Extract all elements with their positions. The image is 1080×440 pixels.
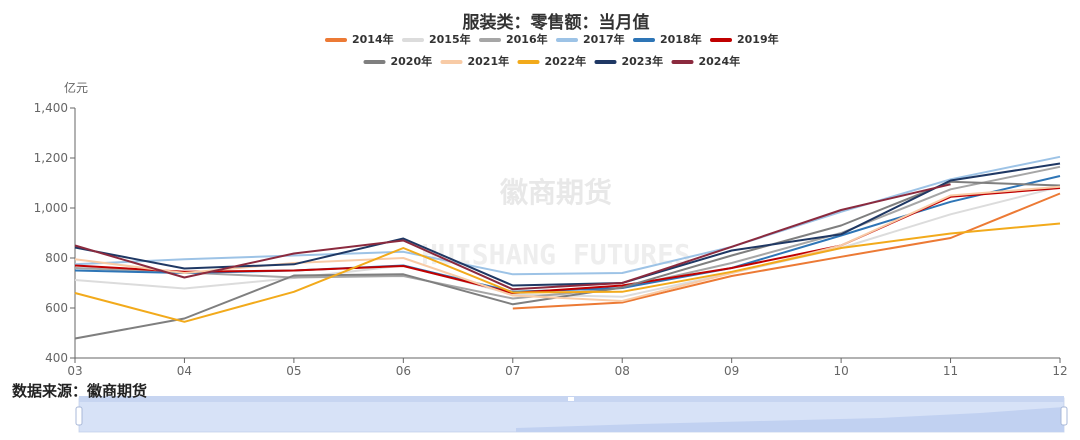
legend-swatch xyxy=(671,60,694,64)
watermark-cn: 徽商期货 xyxy=(499,176,612,209)
legend-label: 2018年 xyxy=(660,32,702,46)
series-line-2016年 xyxy=(74,165,1061,300)
series-line-2017年 xyxy=(74,155,1061,276)
x-tick-label: 03 xyxy=(67,364,82,378)
legend-item[interactable]: 2017年 xyxy=(556,32,625,46)
legend-label: 2024年 xyxy=(699,54,741,68)
legend-label: 2019年 xyxy=(737,32,779,46)
y-tick-label: 1,000 xyxy=(34,201,68,215)
zoom-top-grip xyxy=(568,397,574,401)
series-line-2022年 xyxy=(74,222,1061,323)
legend-label: 2020年 xyxy=(391,54,433,68)
series-line-2020年 xyxy=(74,180,1061,340)
x-tick-label: 10 xyxy=(833,364,848,378)
series-line-2021年 xyxy=(74,185,1061,302)
x-tick-label: 07 xyxy=(505,364,520,378)
y-tick-label: 1,200 xyxy=(34,151,68,165)
y-tick-label: 1,400 xyxy=(34,101,68,115)
y-tick-label: 800 xyxy=(45,251,68,265)
x-tick-label: 11 xyxy=(943,364,958,378)
legend-label: 2023年 xyxy=(622,54,664,68)
legend-swatch xyxy=(556,38,578,42)
y-axis-label: 亿元 xyxy=(64,80,88,95)
legend-item[interactable]: 2016年 xyxy=(479,32,548,46)
legend-label: 2022年 xyxy=(545,54,587,68)
legend-item[interactable]: 2015年 xyxy=(402,32,471,46)
series-line-2014年 xyxy=(512,192,1061,310)
watermark: 徽商期货 HUISHANG FUTURES xyxy=(421,176,691,271)
legend-item[interactable]: 2022年 xyxy=(517,54,587,68)
series-group xyxy=(74,155,1061,340)
legend-label: 2017年 xyxy=(583,32,625,46)
legend-swatch xyxy=(594,60,617,64)
legend: 2014年 2015年 2016年 2017年 2018年 2019年 2020年 2021年… xyxy=(325,32,779,68)
source-note: 数据来源：徽商期货 xyxy=(12,382,148,400)
zoom-handle-right[interactable] xyxy=(1060,406,1068,426)
legend-swatch xyxy=(363,60,386,64)
legend-swatch xyxy=(325,38,347,42)
legend-label: 2021年 xyxy=(468,54,510,68)
legend-item[interactable]: 2023年 xyxy=(594,54,664,68)
legend-swatch xyxy=(633,38,655,42)
legend-item[interactable]: 2020年 xyxy=(363,54,433,68)
legend-swatch xyxy=(710,38,732,42)
series-line-2024年 xyxy=(74,183,951,291)
legend-swatch xyxy=(440,60,463,64)
legend-item[interactable]: 2014年 xyxy=(325,32,394,46)
legend-item[interactable]: 2024年 xyxy=(671,54,741,68)
legend-item[interactable]: 2021年 xyxy=(440,54,510,68)
zoom-handle-left[interactable] xyxy=(75,406,83,426)
legend-swatch xyxy=(402,38,424,42)
legend-item[interactable]: 2019年 xyxy=(710,32,779,46)
x-tick-label: 12 xyxy=(1052,364,1067,378)
y-tick-label: 600 xyxy=(45,301,68,315)
x-tick-label: 09 xyxy=(724,364,739,378)
y-tick-label: 400 xyxy=(45,351,68,365)
legend-label: 2016年 xyxy=(506,32,548,46)
legend-label: 2015年 xyxy=(429,32,471,46)
axes: 400 600 800 1,000 1,200 1,400 03 04 05 06 07 08 09 10… xyxy=(34,101,1068,378)
legend-item[interactable]: 2018年 xyxy=(633,32,702,46)
legend-swatch xyxy=(517,60,540,64)
x-tick-label: 05 xyxy=(286,364,301,378)
x-tick-label: 08 xyxy=(615,364,630,378)
chart-title: 服装类：零售额：当月值 xyxy=(463,12,650,33)
legend-label: 2014年 xyxy=(352,32,394,46)
zoom-selected-range[interactable] xyxy=(79,398,1064,432)
data-zoom-slider[interactable] xyxy=(75,396,1068,433)
zoom-shadow xyxy=(516,407,1064,432)
legend-swatch xyxy=(479,38,501,42)
x-tick-label: 04 xyxy=(177,364,192,378)
x-tick-label: 06 xyxy=(396,364,411,378)
